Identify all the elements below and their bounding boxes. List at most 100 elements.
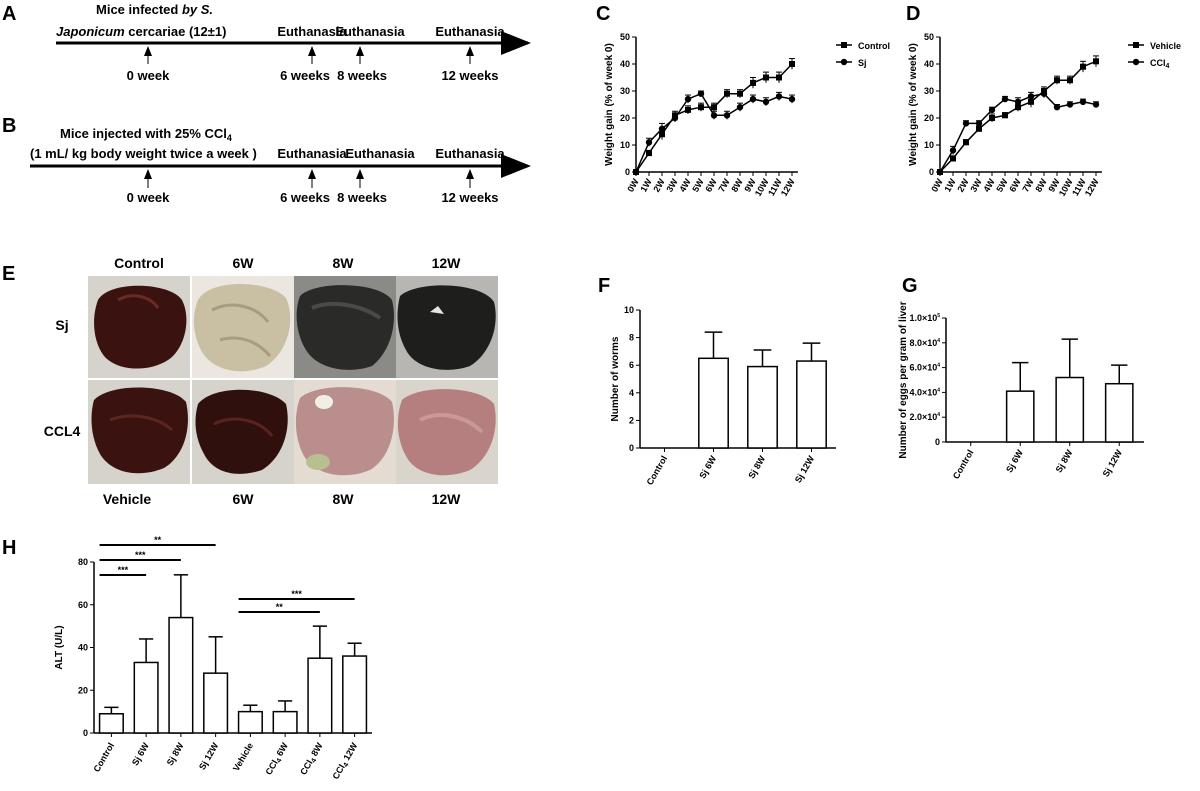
bar [307,657,333,734]
data-point-square [711,104,717,111]
timeline-a-week-8: 8 weeks [337,68,387,83]
x-tick-label: 12W [779,177,797,198]
liver-photo-sj-12w [396,276,498,378]
x-tick-label: Sj 8W [1054,448,1075,475]
y-tick-label: 0 [935,437,940,447]
y-tick-label: 20 [78,685,88,695]
data-point-square [685,106,691,113]
x-tick-label: 0W [625,177,641,194]
legend-marker-square [1133,42,1139,48]
y-tick-label: 8.0×104 [909,338,940,348]
panel-label-e: E [2,263,15,285]
x-tick-label: Sj 8W [165,741,186,768]
photo-grid: Control 6W 8W 12W Sj CCL4 Vehicle 6W 8W … [44,255,498,507]
data-point-square [724,90,730,97]
data-point-square [776,74,782,81]
significance-label: ** [276,602,284,612]
x-tick-label: 7W [1020,177,1036,194]
data-point-square [1015,104,1021,111]
y-tick-label: 1.0×105 [909,313,940,323]
x-tick-label: Sj 12W [197,741,221,772]
timeline-a-heading-2: Japonicum cercariae (12±1) [56,24,226,39]
timeline-b-week-8: 8 weeks [337,190,387,205]
x-tick-label: Control [91,741,116,774]
y-tick-label: 30 [620,86,630,96]
x-tick-label: 6W [1007,177,1023,194]
data-point-circle [1066,101,1074,108]
bar [237,710,263,734]
y-tick-label: 40 [78,643,88,653]
panel-label-h: H [2,537,16,559]
y-tick-label: 10 [620,140,630,150]
photo-header-8w: 8W [333,255,355,271]
panel-label-c: C [596,3,610,25]
liver-photo-ccl4-8w [294,380,396,484]
bar [168,616,194,734]
x-tick-label: 3W [664,177,680,194]
data-point-circle [710,112,718,119]
data-point-circle [936,168,944,176]
x-tick-label: CCl4 12W [330,741,361,782]
x-tick-label: 8W [729,177,745,194]
y-tick-label: 6.0×104 [909,363,940,373]
data-point-square [1093,58,1099,65]
x-tick-label: CCl4 6W [263,741,291,778]
x-tick-label: 3W [968,177,984,194]
timeline-b: Mice injected with 25% CCl4 (1 mL/ kg bo… [30,126,531,205]
legend-label: Vehicle [1150,41,1181,51]
y-tick-label: 0 [929,167,934,177]
data-point-circle [1001,95,1009,103]
bar [1005,390,1035,443]
x-tick-label: Sj 8W [746,454,767,481]
y-tick-label: 4.0×104 [909,387,940,397]
data-point-circle [658,125,666,132]
x-tick-label: 4W [981,177,997,194]
x-tick-label: 0W [929,177,945,194]
x-tick-label: 12W [1083,177,1101,198]
bar [133,661,159,734]
data-point-circle [697,90,705,97]
timeline-b-heading-1: Mice injected with 25% CCl4 [60,126,232,143]
x-tick-label: 6W [703,177,719,194]
liver-photo-ccl4-vehicle [88,380,190,484]
data-point-circle [645,139,653,146]
y-tick-label: 10 [924,140,934,150]
x-tick-label: Sj 12W [1101,448,1125,479]
liver-photo-sj-control [88,276,190,378]
x-tick-label: Sj 6W [697,454,718,481]
x-tick-label: Vehicle [231,741,255,773]
legend-label: Sj [858,58,867,68]
photo-footer-6w: 6W [233,491,255,507]
data-point-circle [1092,101,1100,108]
timeline-a-week-12: 12 weeks [441,68,498,83]
timeline-b-heading-2: (1 mL/ kg body weight twice a week ) [30,146,257,161]
liver-photo-ccl4-12w [396,380,498,484]
y-tick-label: 60 [78,600,88,610]
y-tick-label: 4 [629,388,634,398]
photo-footer-12w: 12W [432,491,462,507]
timeline-b-euthanasia-12: Euthanasia [435,146,505,161]
x-tick-label: 7W [716,177,732,194]
timeline-b-week-12: 12 weeks [441,190,498,205]
liver-photo-sj-8w [294,276,396,378]
y-tick-label: 20 [924,113,934,123]
bar [342,655,368,734]
bar [698,357,729,449]
data-point-square [989,115,995,121]
data-point-circle [1040,90,1048,97]
timeline-a-euthanasia-12: Euthanasia [435,24,505,39]
bar [747,365,778,449]
y-tick-label: 6 [629,360,634,370]
timeline-a-euthanasia-8: Euthanasia [335,24,405,39]
y-tick-label: 50 [620,32,630,42]
x-tick-label: Sj 12W [793,454,817,485]
significance-label: *** [291,589,302,599]
panel-label-g: G [902,275,918,297]
x-tick-label: 1W [942,177,958,194]
legend-marker-square [841,42,847,48]
y-tick-label: 20 [620,113,630,123]
liver-photo-sj-6w [192,276,294,378]
data-point-circle [962,120,970,127]
y-tick-label: 40 [620,59,630,69]
bar [1055,376,1085,443]
